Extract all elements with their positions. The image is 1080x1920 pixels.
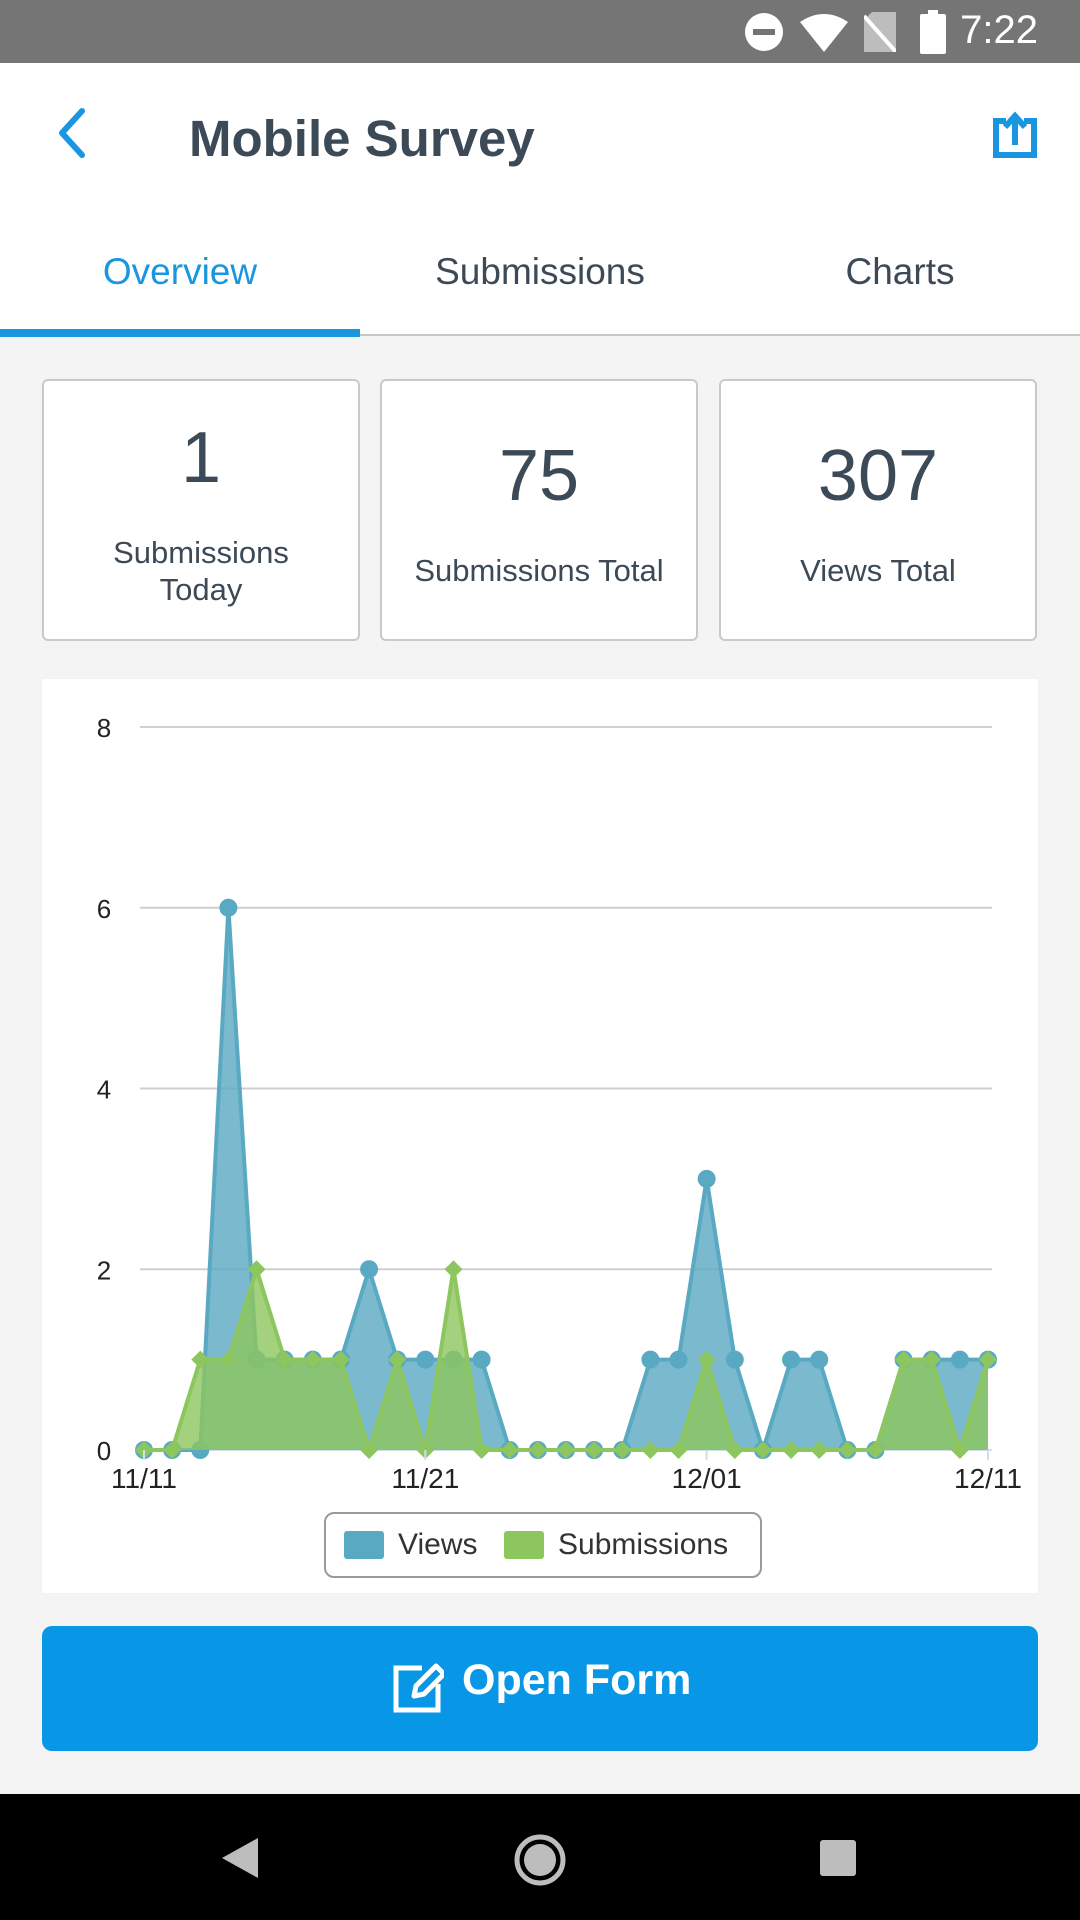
submissions-point	[697, 1350, 716, 1369]
submissions-point	[557, 1441, 575, 1459]
submissions-point	[838, 1441, 857, 1459]
wifi-icon	[800, 14, 848, 52]
submissions-point	[866, 1441, 885, 1459]
do-not-disturb-icon	[745, 13, 783, 51]
app-bar: Mobile Survey	[0, 63, 1080, 209]
submissions-point	[275, 1350, 294, 1369]
submissions-point	[894, 1350, 913, 1369]
stat-value: 307	[817, 436, 939, 516]
y-tick-label: 2	[97, 1255, 111, 1285]
submissions-point	[219, 1350, 238, 1369]
submissions-point	[500, 1441, 519, 1459]
clock: 7:22	[960, 8, 1038, 52]
stat-label: Views Total	[800, 553, 956, 588]
stat-label: Submissions Today	[113, 535, 289, 607]
submissions-point	[979, 1350, 997, 1369]
views-point	[416, 1350, 435, 1369]
nav-home-icon[interactable]	[514, 1834, 566, 1886]
submissions-point	[388, 1350, 407, 1369]
submissions-point	[360, 1441, 379, 1459]
submissions-point	[613, 1441, 632, 1459]
stat-card-views-total: 307 Views Total	[719, 379, 1037, 641]
open-form-button[interactable]: Open Form	[42, 1626, 1038, 1751]
y-tick-label: 0	[97, 1436, 111, 1466]
submissions-point	[331, 1350, 350, 1369]
submissions-point	[753, 1441, 772, 1459]
tab-submissions[interactable]: Submissions	[435, 251, 645, 292]
views-point	[697, 1169, 716, 1188]
edit-icon	[393, 1663, 444, 1713]
y-tick-label: 8	[97, 713, 111, 743]
submissions-point	[810, 1441, 829, 1459]
views-point	[641, 1350, 660, 1369]
legend-swatch-views	[344, 1531, 384, 1559]
back-button[interactable]	[48, 103, 98, 163]
series-area-submissions	[144, 1269, 988, 1450]
views-point	[725, 1350, 744, 1369]
x-tick-label: 12/01	[672, 1463, 742, 1494]
tab-bar: Overview Submissions Charts	[0, 209, 1080, 337]
legend-item-views[interactable]: Views	[344, 1514, 477, 1576]
legend-item-submissions[interactable]: Submissions	[504, 1514, 728, 1576]
submissions-point	[163, 1441, 182, 1459]
nav-recents-icon[interactable]	[820, 1840, 856, 1876]
views-point	[360, 1260, 379, 1279]
submissions-point	[528, 1441, 547, 1459]
submissions-point	[950, 1441, 969, 1459]
views-point	[782, 1350, 801, 1369]
tab-charts[interactable]: Charts	[845, 251, 955, 292]
submissions-point	[782, 1441, 801, 1459]
views-point	[669, 1350, 688, 1369]
stat-value: 75	[498, 436, 580, 516]
submissions-point	[472, 1441, 491, 1459]
active-tab-indicator	[0, 329, 360, 337]
submissions-point	[725, 1441, 744, 1459]
chart-legend: Views Submissions	[324, 1512, 762, 1578]
area-chart: 0 2 4 6 8 11/11 11/21 12/01 12/11	[97, 713, 1022, 1494]
views-point	[219, 898, 238, 917]
open-form-label: Open Form	[462, 1656, 692, 1704]
submissions-point	[191, 1350, 210, 1369]
submissions-point	[585, 1441, 604, 1459]
chevron-left-icon	[59, 108, 85, 158]
submissions-point	[444, 1260, 463, 1279]
no-sim-icon	[864, 12, 896, 52]
views-point	[810, 1350, 829, 1369]
page-title: Mobile Survey	[189, 110, 535, 167]
submissions-point	[247, 1260, 266, 1279]
stat-card-submissions-today: 1 Submissions Today	[42, 379, 360, 641]
submissions-point	[303, 1350, 322, 1369]
legend-label-views: Views	[398, 1528, 478, 1561]
nav-back-icon[interactable]	[222, 1838, 258, 1878]
submissions-point	[641, 1441, 660, 1459]
system-nav-bar	[0, 1794, 1080, 1920]
x-tick-label: 11/11	[111, 1463, 177, 1494]
share-button[interactable]	[990, 111, 1040, 161]
submissions-point	[922, 1350, 941, 1369]
share-icon	[993, 111, 1037, 158]
submissions-point	[669, 1441, 688, 1459]
stat-value: 1	[180, 418, 222, 498]
status-bar: 7:22	[0, 0, 1080, 63]
stat-label: Submissions Total	[414, 553, 664, 588]
views-point	[472, 1350, 491, 1369]
battery-icon	[920, 10, 946, 54]
legend-label-submissions: Submissions	[558, 1528, 729, 1561]
tab-overview[interactable]: Overview	[102, 251, 258, 292]
x-tick-label: 12/11	[954, 1463, 1022, 1494]
stat-card-submissions-total: 75 Submissions Total	[380, 379, 698, 641]
legend-swatch-submissions	[504, 1531, 544, 1559]
views-point	[950, 1350, 969, 1369]
y-tick-label: 6	[97, 894, 111, 924]
chart-panel: 0 2 4 6 8 11/11 11/21 12/01 12/11 Views Submissi…	[42, 679, 1038, 1593]
x-tick-label: 11/21	[391, 1463, 459, 1494]
y-tick-label: 4	[97, 1075, 111, 1105]
